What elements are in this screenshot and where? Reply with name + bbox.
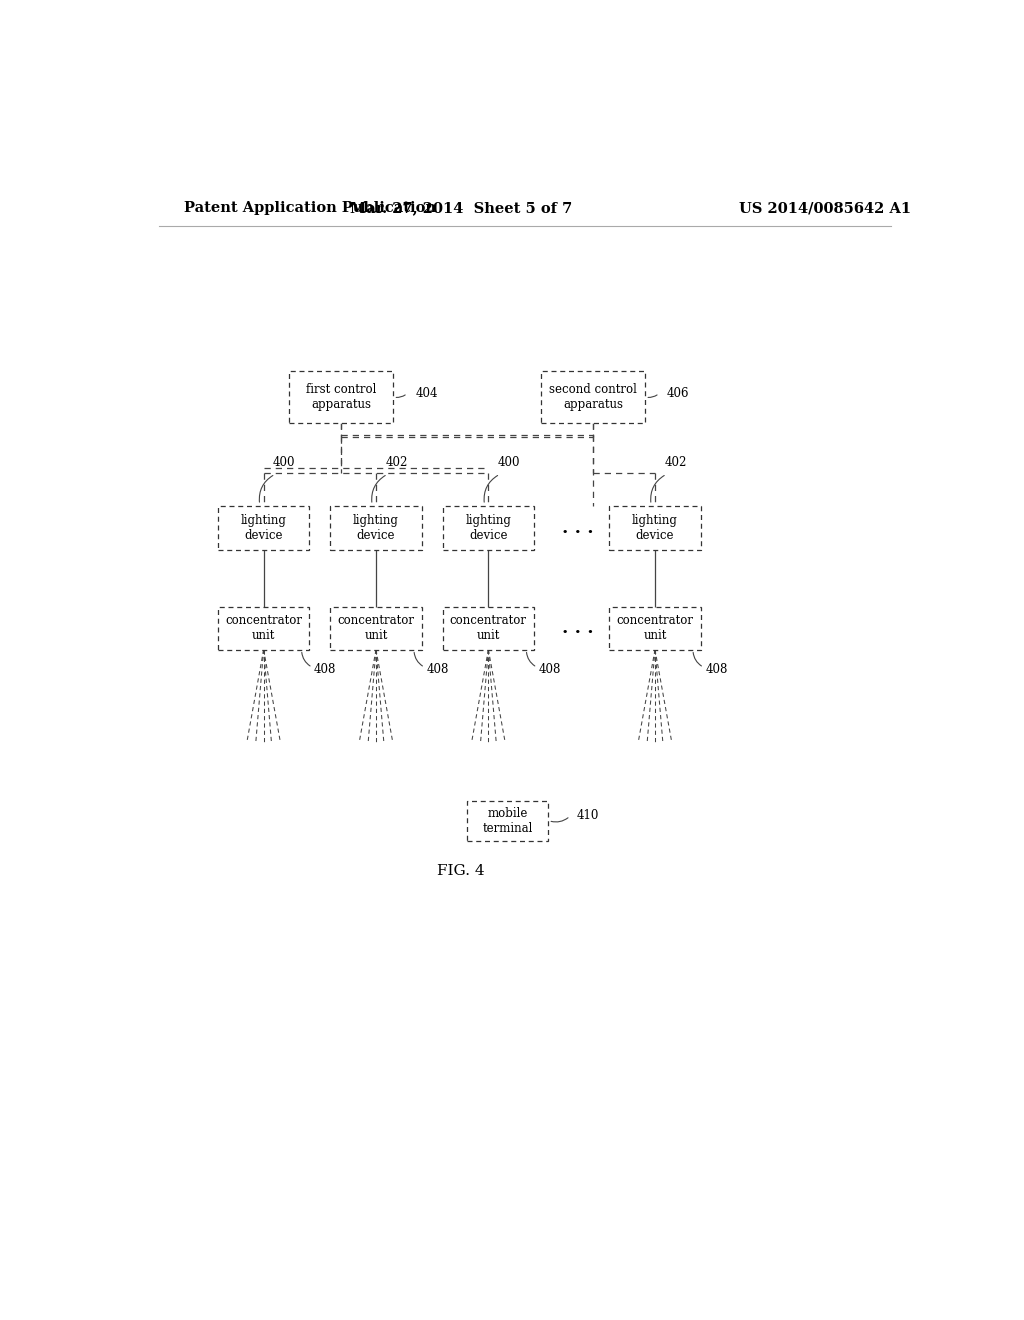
Text: 406: 406 xyxy=(667,387,689,400)
Text: lighting
device: lighting device xyxy=(353,513,399,543)
Text: concentrator
unit: concentrator unit xyxy=(225,614,302,642)
Text: 402: 402 xyxy=(665,457,687,470)
Text: second control
apparatus: second control apparatus xyxy=(549,383,637,411)
Text: 400: 400 xyxy=(273,457,296,470)
Bar xyxy=(218,607,309,649)
Bar xyxy=(609,507,700,549)
Text: 404: 404 xyxy=(415,387,437,400)
Text: lighting
device: lighting device xyxy=(466,513,511,543)
Bar xyxy=(331,607,422,649)
Text: first control
apparatus: first control apparatus xyxy=(306,383,376,411)
Bar xyxy=(467,800,549,841)
Bar xyxy=(218,507,309,549)
Text: 410: 410 xyxy=(577,809,599,822)
Text: 402: 402 xyxy=(385,457,408,470)
Text: concentrator
unit: concentrator unit xyxy=(450,614,527,642)
Text: lighting
device: lighting device xyxy=(241,513,287,543)
Text: . . .: . . . xyxy=(562,519,593,537)
Text: FIG. 4: FIG. 4 xyxy=(437,863,485,878)
Text: 400: 400 xyxy=(498,457,520,470)
Bar xyxy=(442,507,535,549)
Text: 408: 408 xyxy=(426,663,449,676)
Text: Patent Application Publication: Patent Application Publication xyxy=(183,202,436,215)
Text: US 2014/0085642 A1: US 2014/0085642 A1 xyxy=(739,202,911,215)
Text: concentrator
unit: concentrator unit xyxy=(338,614,415,642)
Bar xyxy=(289,371,393,424)
Text: . . .: . . . xyxy=(562,619,593,638)
Bar xyxy=(541,371,645,424)
Bar xyxy=(331,507,422,549)
Text: 408: 408 xyxy=(314,663,336,676)
Bar xyxy=(442,607,535,649)
Text: concentrator
unit: concentrator unit xyxy=(616,614,693,642)
Text: 408: 408 xyxy=(706,663,728,676)
Text: lighting
device: lighting device xyxy=(632,513,678,543)
Text: mobile
terminal: mobile terminal xyxy=(482,807,532,834)
Text: 408: 408 xyxy=(539,663,561,676)
Text: Mar. 27, 2014  Sheet 5 of 7: Mar. 27, 2014 Sheet 5 of 7 xyxy=(350,202,572,215)
Bar xyxy=(609,607,700,649)
